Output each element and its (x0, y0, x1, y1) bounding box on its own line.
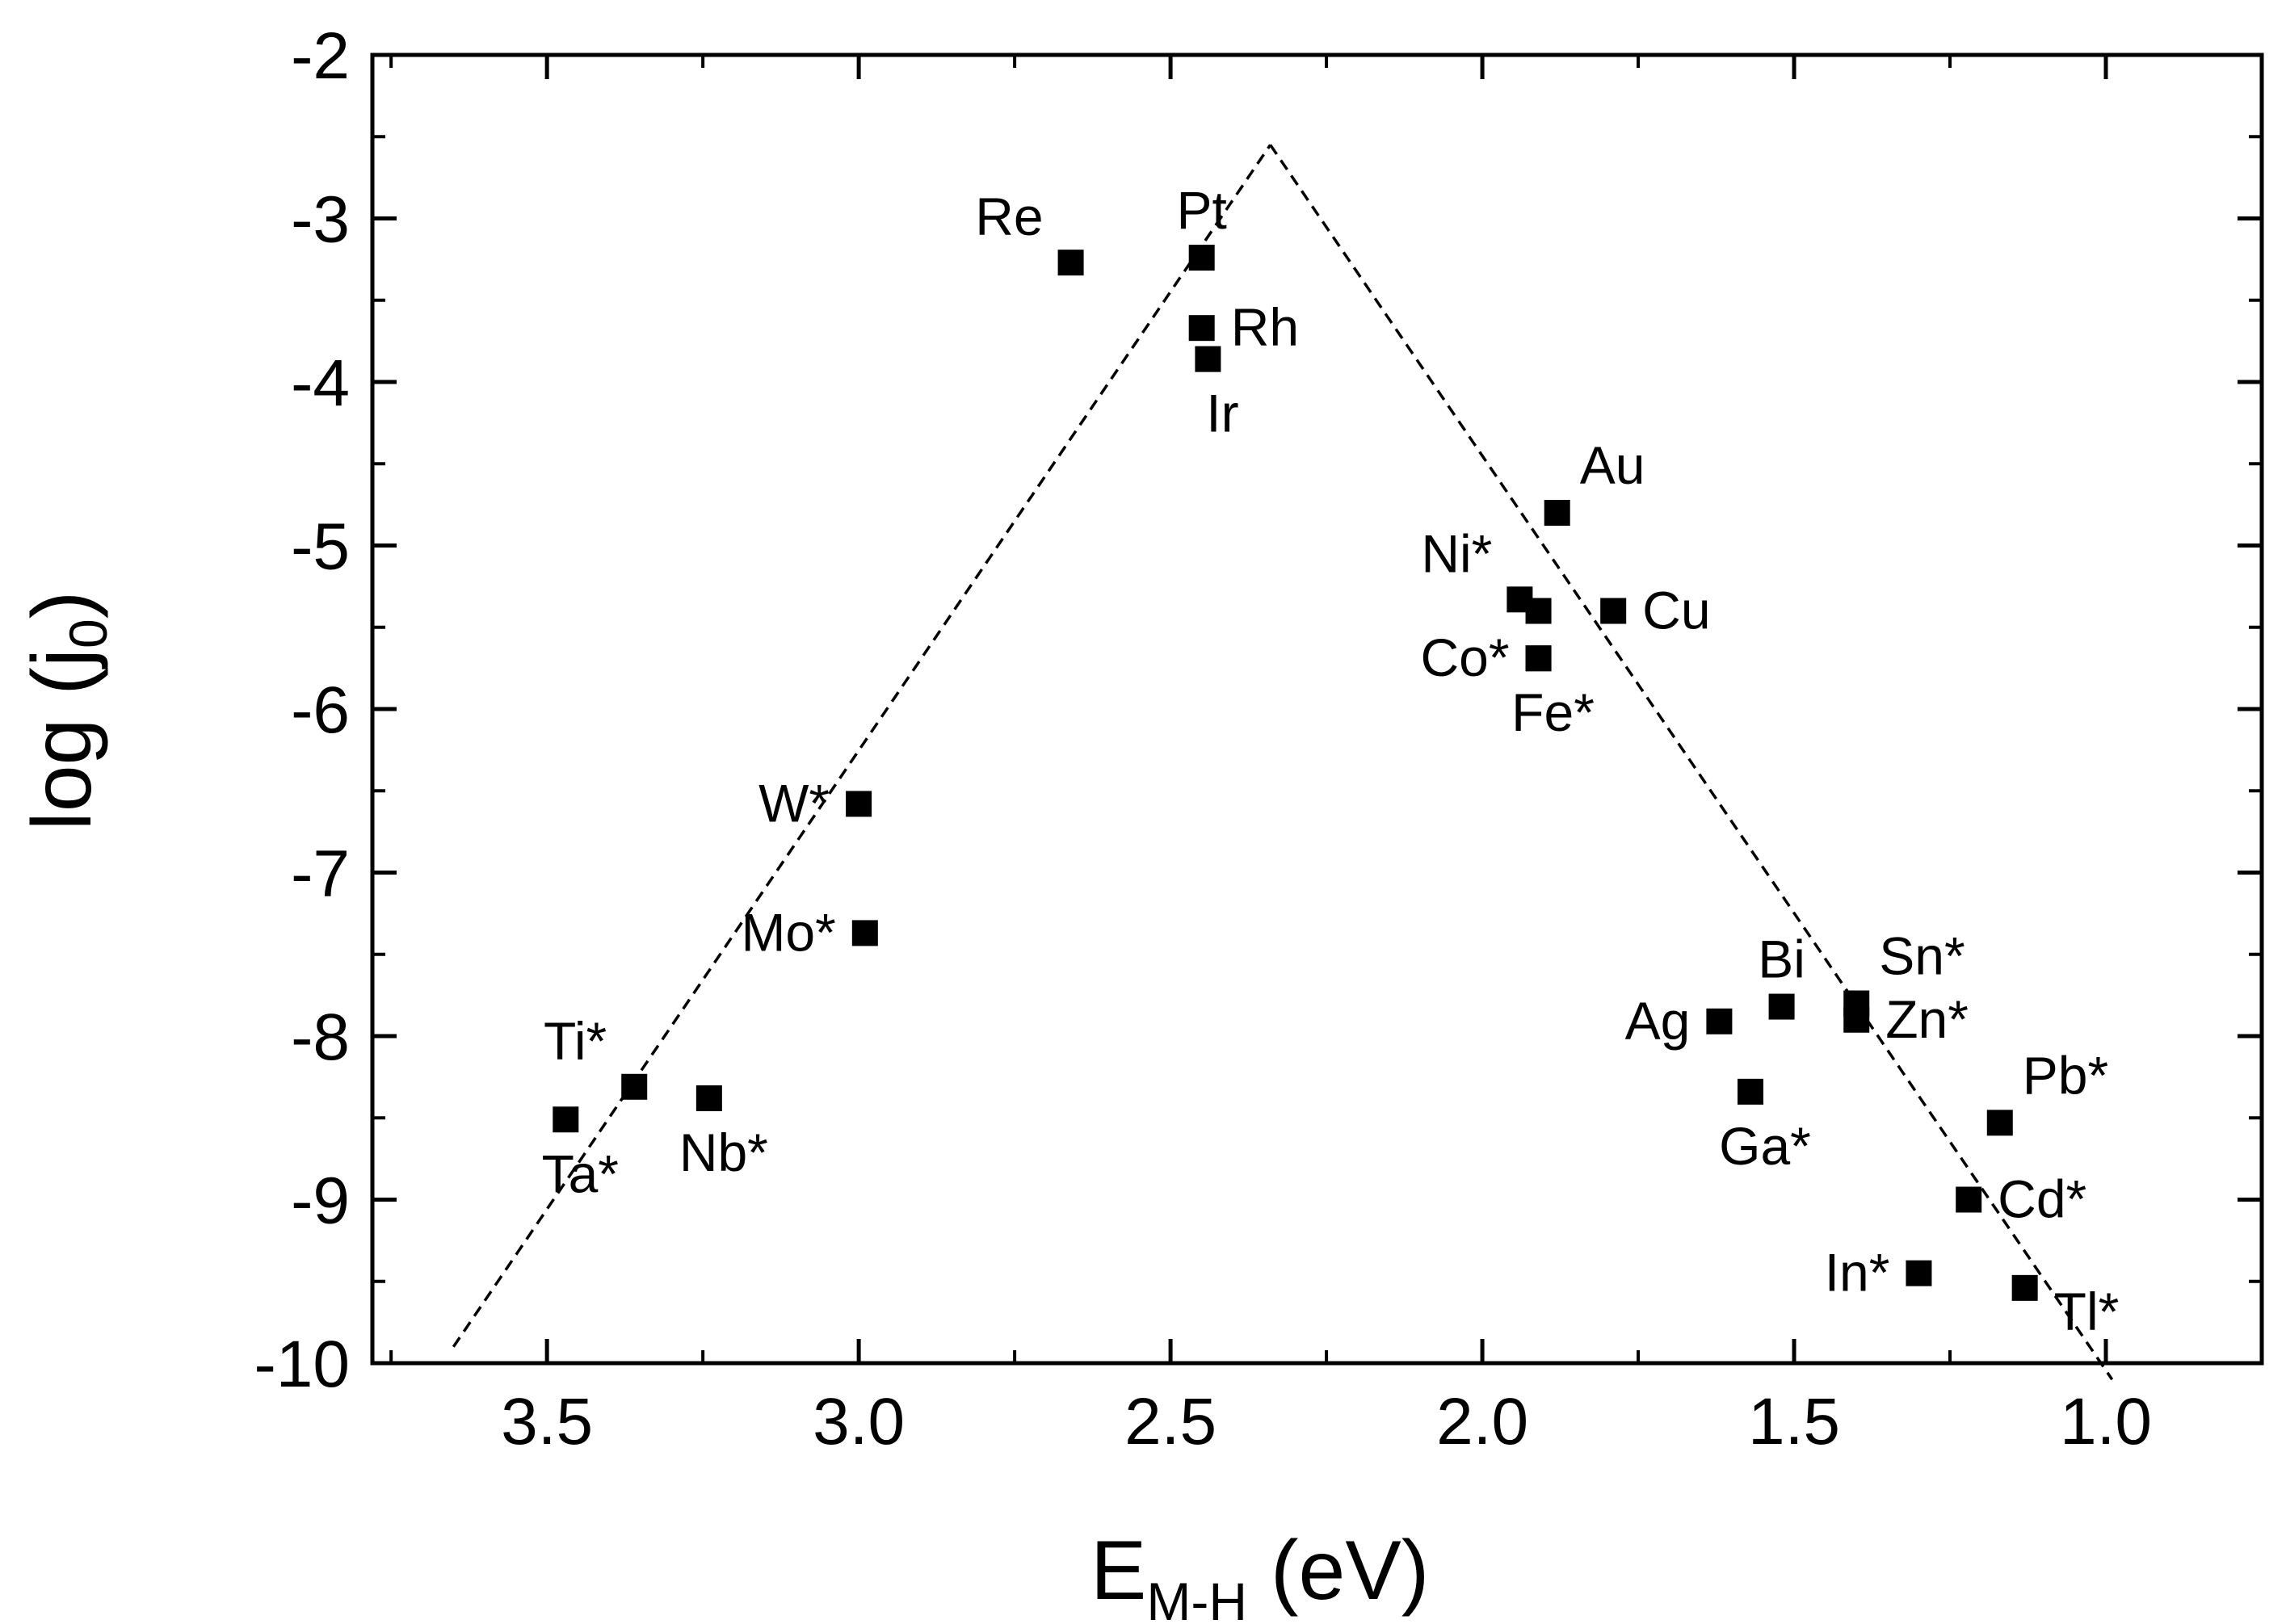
point-label-fe: Fe* (1511, 682, 1595, 742)
marker-cd (1956, 1186, 1982, 1213)
marker-rh (1188, 315, 1215, 342)
marker-ta (553, 1106, 579, 1133)
point-label-re: Re (975, 187, 1043, 246)
marker-ir (1195, 346, 1221, 372)
marker-tl (2011, 1274, 2038, 1301)
marker-ti (621, 1073, 648, 1100)
point-label-ag: Ag (1625, 991, 1691, 1051)
point-label-zn: Zn* (1885, 989, 1969, 1049)
marker-ag (1706, 1008, 1733, 1034)
point-label-pt: Pt (1177, 180, 1227, 240)
marker-fe (1525, 645, 1552, 672)
marker-au (1544, 500, 1570, 526)
fit-line-right-branch (1269, 144, 2114, 1381)
y-axis-ticks: -2 -3 -4 -5 -6 -7 -8 -9 -10 (254, 19, 2262, 1401)
y-axis-title: log (j0) (15, 591, 118, 831)
fit-lines (452, 144, 2114, 1381)
point-label-co: Co* (1420, 627, 1509, 687)
x-tick-label: 2.5 (1124, 1385, 1217, 1458)
point-label-au: Au (1580, 435, 1645, 495)
point-label-in: In* (1825, 1243, 1890, 1303)
marker-w (846, 791, 872, 817)
x-tick-label: 3.0 (813, 1385, 905, 1458)
point-label-ti: Ti* (544, 1011, 607, 1071)
point-label-mo: Mo* (741, 902, 835, 962)
point-label-pb: Pb* (2023, 1045, 2108, 1105)
point-label-ni: Ni* (1421, 523, 1492, 583)
point-label-nb: Nb* (679, 1123, 768, 1182)
x-axis-title: EM-H (eV) (1090, 1524, 1429, 1624)
point-label-cu: Cu (1642, 581, 1710, 640)
marker-pb (1986, 1110, 2013, 1136)
plot-frame (370, 52, 2264, 1366)
x-axis-title-subscript: M-H (1146, 1572, 1247, 1624)
point-label-ir: Ir (1206, 384, 1238, 443)
x-axis-title-unit: (eV) (1247, 1524, 1429, 1618)
marker-bi (1768, 993, 1795, 1020)
marker-zn (1843, 1006, 1870, 1033)
y-tick-label: -2 (291, 19, 350, 93)
x-tick-label: 3.5 (501, 1385, 593, 1458)
y-axis-title-close: ) (15, 591, 109, 619)
fit-line-left-branch (452, 144, 1272, 1348)
y-axis-title-main: log (j (15, 648, 109, 830)
point-label-cd: Cd* (1998, 1169, 2086, 1229)
marker-pt (1188, 245, 1215, 271)
marker-ga (1738, 1078, 1764, 1105)
marker-nb (695, 1085, 722, 1111)
x-tick-label: 2.0 (1436, 1385, 1528, 1458)
y-tick-label: -3 (291, 183, 350, 257)
data-markers (553, 245, 2038, 1301)
x-tick-label: 1.5 (1748, 1385, 1840, 1458)
marker-in (1906, 1260, 1932, 1286)
point-label-ta: Ta* (542, 1144, 619, 1203)
marker-cu (1600, 598, 1627, 624)
y-tick-label: -9 (291, 1164, 350, 1238)
marker-unlabeled (1525, 598, 1552, 624)
y-axis-title-subscript: 0 (58, 619, 118, 648)
y-tick-label: -6 (291, 674, 350, 747)
point-label-sn: Sn* (1879, 926, 1965, 986)
marker-mo (851, 920, 878, 946)
y-tick-label: -8 (291, 1001, 350, 1074)
y-tick-label: -5 (291, 510, 350, 584)
x-axis-title-main: E (1090, 1524, 1146, 1618)
point-label-ga: Ga* (1719, 1116, 1811, 1176)
point-label-rh: Rh (1231, 297, 1299, 357)
point-label-bi: Bi (1758, 929, 1805, 989)
point-label-w: W* (758, 773, 830, 833)
y-tick-label: -7 (291, 837, 350, 911)
point-label-tl: Tl* (2054, 1282, 2120, 1341)
y-tick-label: -4 (291, 346, 350, 420)
x-axis-ticks: 3.5 3.0 2.5 2.0 1.5 1.0 (389, 55, 2152, 1458)
x-tick-label: 1.0 (2060, 1385, 2152, 1458)
y-tick-label: -10 (254, 1328, 350, 1401)
marker-re (1057, 250, 1084, 276)
